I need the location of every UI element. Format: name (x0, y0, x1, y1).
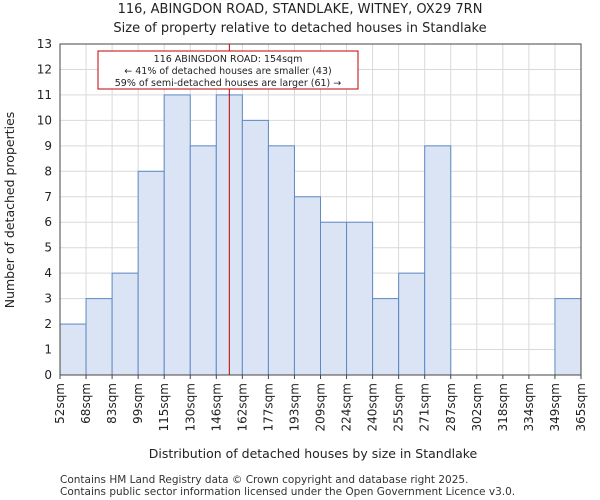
x-tick-label: 334sqm (522, 383, 536, 431)
footer-line-1: Contains HM Land Registry data © Crown c… (60, 474, 468, 486)
x-axis-label: Distribution of detached houses by size … (149, 446, 478, 461)
x-tick-label: 302sqm (470, 383, 484, 431)
x-tick-label: 287sqm (444, 383, 458, 431)
bar-99sqm (137, 170, 165, 376)
x-tick-label: 349sqm (548, 383, 562, 431)
x-tick-label: 271sqm (418, 383, 432, 431)
y-tick-label: 0 (44, 368, 52, 382)
footer-line-2: Contains public sector information licen… (60, 486, 515, 498)
bar-349sqm (554, 298, 582, 376)
bar-177sqm (267, 145, 295, 376)
y-tick-label: 8 (44, 164, 52, 178)
bar-68sqm (85, 298, 113, 376)
x-tick-label: 52sqm (53, 383, 67, 424)
x-axis-ticks: 52sqm 68sqm 83sqm 99sqm 115sqm 130sqm 146sqm 16… (53, 375, 588, 431)
y-axis-label: Number of detached properties (2, 112, 17, 309)
x-tick-label: 240sqm (366, 383, 380, 431)
x-tick-label: 224sqm (340, 383, 354, 431)
x-tick-label: 162sqm (235, 383, 249, 431)
bar-115sqm (163, 94, 191, 376)
x-tick-label: 209sqm (314, 383, 328, 431)
y-tick-label: 10 (37, 113, 52, 127)
annotation-line-1: 116 ABINGDON ROAD: 154sqm (154, 54, 303, 65)
y-tick-label: 9 (44, 139, 52, 153)
bar-209sqm (320, 221, 348, 376)
bars (59, 94, 582, 376)
bar-52sqm (59, 323, 87, 376)
y-tick-label: 3 (44, 292, 52, 306)
x-tick-label: 115sqm (157, 383, 171, 431)
x-tick-label: 365sqm (574, 383, 588, 431)
plot-frame (59, 43, 582, 376)
bar-271sqm (424, 145, 452, 376)
y-tick-label: 2 (44, 317, 52, 331)
annotation-line-2: ← 41% of detached houses are smaller (43… (124, 66, 331, 77)
bar-240sqm (372, 298, 400, 376)
y-tick-label: 7 (44, 190, 52, 204)
x-tick-label: 255sqm (392, 383, 406, 431)
x-tick-label: 99sqm (131, 383, 145, 424)
x-tick-label: 68sqm (79, 383, 93, 424)
y-tick-label: 6 (44, 215, 52, 229)
x-tick-label: 177sqm (261, 383, 275, 431)
x-tick-label: 193sqm (287, 383, 301, 431)
bar-224sqm (346, 221, 374, 376)
y-tick-label: 11 (37, 88, 52, 102)
bar-83sqm (111, 272, 139, 376)
annotation-line-3: 59% of semi-detached houses are larger (… (115, 78, 342, 89)
annotation-box (97, 50, 359, 90)
chart-title: 116, ABINGDON ROAD, STANDLAKE, WITNEY, O… (118, 2, 483, 17)
bar-130sqm (189, 145, 217, 376)
y-tick-label: 4 (44, 266, 52, 280)
y-tick-label: 12 (37, 62, 52, 76)
x-tick-label: 146sqm (209, 383, 223, 431)
y-tick-label: 5 (44, 241, 52, 255)
x-tick-label: 83sqm (105, 383, 119, 424)
x-tick-label: 318sqm (496, 383, 510, 431)
bar-193sqm (293, 196, 322, 376)
bar-255sqm (398, 272, 426, 376)
bar-162sqm (241, 119, 269, 376)
x-tick-label: 130sqm (183, 383, 197, 431)
y-tick-label: 13 (37, 37, 52, 51)
chart-subtitle: Size of property relative to detached ho… (113, 21, 486, 36)
y-tick-label: 1 (44, 343, 52, 357)
